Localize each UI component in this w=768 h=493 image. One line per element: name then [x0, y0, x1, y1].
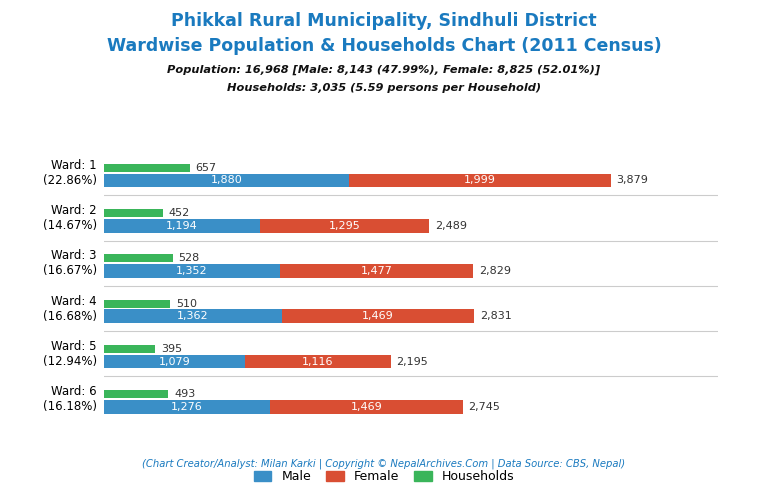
Text: 1,880: 1,880	[210, 176, 243, 185]
Text: 528: 528	[179, 253, 200, 263]
Bar	[104, 400, 270, 414]
Bar	[104, 345, 155, 353]
Bar	[104, 310, 282, 323]
Bar	[104, 264, 280, 278]
Text: 657: 657	[195, 163, 217, 173]
Text: Phikkal Rural Municipality, Sindhuli District: Phikkal Rural Municipality, Sindhuli Dis…	[171, 12, 597, 31]
Text: 1,276: 1,276	[171, 402, 203, 412]
Text: 1,477: 1,477	[361, 266, 393, 276]
Text: 493: 493	[174, 389, 195, 399]
Text: 2,489: 2,489	[435, 221, 467, 231]
Text: 3,879: 3,879	[617, 176, 648, 185]
Text: 1,079: 1,079	[158, 356, 190, 366]
Text: 395: 395	[161, 344, 182, 354]
Text: 510: 510	[176, 299, 197, 309]
Text: 452: 452	[169, 208, 190, 218]
Bar	[104, 390, 168, 398]
Bar	[260, 219, 429, 233]
Bar	[104, 174, 349, 187]
Text: 1,194: 1,194	[166, 221, 197, 231]
Bar	[282, 310, 474, 323]
Bar	[270, 400, 462, 414]
Legend: Male, Female, Households: Male, Female, Households	[250, 466, 518, 487]
Text: Wardwise Population & Households Chart (2011 Census): Wardwise Population & Households Chart (…	[107, 37, 661, 55]
Bar	[104, 254, 173, 262]
Text: 2,831: 2,831	[480, 311, 511, 321]
Bar	[349, 174, 611, 187]
Text: 2,829: 2,829	[479, 266, 511, 276]
Text: 1,469: 1,469	[351, 402, 382, 412]
Text: 2,195: 2,195	[396, 356, 429, 366]
Text: 2,745: 2,745	[468, 402, 500, 412]
Text: 1,352: 1,352	[176, 266, 208, 276]
Bar	[245, 355, 391, 368]
Bar	[104, 209, 163, 217]
Bar	[104, 219, 260, 233]
Text: 1,999: 1,999	[464, 176, 496, 185]
Bar	[104, 355, 245, 368]
Text: Households: 3,035 (5.59 persons per Household): Households: 3,035 (5.59 persons per Hous…	[227, 83, 541, 93]
Text: 1,116: 1,116	[302, 356, 333, 366]
Text: Population: 16,968 [Male: 8,143 (47.99%), Female: 8,825 (52.01%)]: Population: 16,968 [Male: 8,143 (47.99%)…	[167, 65, 601, 75]
Text: 1,362: 1,362	[177, 311, 209, 321]
Text: (Chart Creator/Analyst: Milan Karki | Copyright © NepalArchives.Com | Data Sourc: (Chart Creator/Analyst: Milan Karki | Co…	[142, 459, 626, 469]
Text: 1,469: 1,469	[362, 311, 394, 321]
Bar	[280, 264, 474, 278]
Text: 1,295: 1,295	[329, 221, 360, 231]
Bar	[104, 300, 170, 308]
Bar	[104, 164, 190, 172]
